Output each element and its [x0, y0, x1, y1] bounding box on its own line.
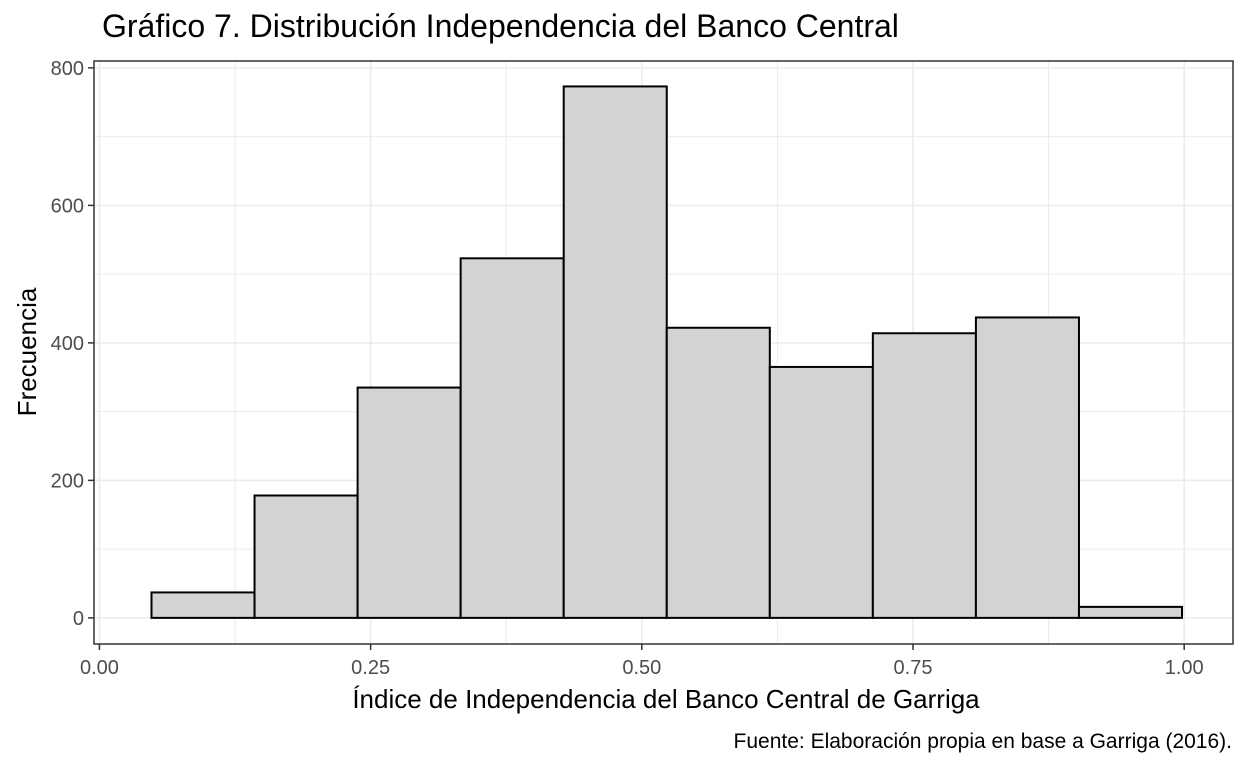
y-tick-label: 0: [73, 608, 84, 630]
y-axis-title: Frecuencia: [12, 287, 42, 416]
chart-caption: Fuente: Elaboración propia en base a Gar…: [733, 730, 1232, 753]
histogram-bar: [768, 365, 874, 619]
x-tick-label: 0.50: [622, 657, 661, 679]
y-tick-label: 800: [51, 58, 84, 80]
x-tick-label: 0.00: [80, 657, 119, 679]
y-tick-label: 200: [51, 470, 84, 492]
x-axis-ticks: 0.00 0.25 0.50 0.75 1.00: [80, 644, 1204, 679]
y-tick-label: 400: [51, 333, 84, 355]
histogram-bar: [665, 326, 771, 619]
histogram-bar: [253, 494, 359, 619]
histogram-bar: [974, 316, 1080, 619]
chart-title: Gráfico 7. Distribución Independencia de…: [102, 8, 899, 44]
panel-border: [93, 60, 1234, 645]
x-tick-label: 0.25: [351, 657, 390, 679]
x-tick-label: 0.75: [894, 657, 933, 679]
x-tick-label: 1.00: [1165, 657, 1204, 679]
histogram-bar: [562, 85, 668, 619]
histogram-bar: [150, 591, 256, 619]
x-axis-title: Índice de Independencia del Banco Centra…: [352, 684, 980, 714]
histogram-bar: [871, 332, 977, 619]
histogram-bar: [459, 257, 565, 619]
histogram-bar: [1077, 605, 1184, 619]
histogram-bars: [150, 85, 1184, 619]
y-axis-ticks: 0 200 400 600 800: [51, 58, 94, 630]
y-tick-label: 600: [51, 195, 84, 217]
histogram-bar: [356, 386, 462, 619]
